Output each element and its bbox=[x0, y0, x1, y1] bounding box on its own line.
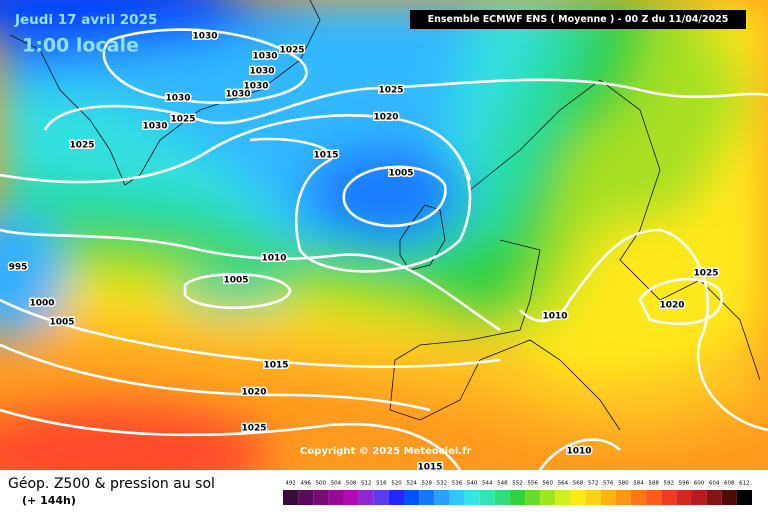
isobars bbox=[0, 28, 768, 470]
legend-label: 580 bbox=[618, 481, 629, 487]
legend-swatch bbox=[615, 490, 631, 505]
legend-label: 532 bbox=[437, 481, 448, 487]
legend-swatch bbox=[525, 490, 541, 505]
legend-swatch bbox=[570, 490, 586, 505]
legend-swatch bbox=[298, 490, 314, 505]
legend-swatch bbox=[676, 490, 692, 505]
legend-label: 612 bbox=[739, 481, 750, 487]
footer-subtitle: (+ 144h) bbox=[22, 494, 76, 507]
legend-label: 592 bbox=[664, 481, 675, 487]
legend-swatch bbox=[585, 490, 601, 505]
isobar-label: 1020 bbox=[241, 388, 266, 398]
legend-swatch bbox=[283, 490, 299, 505]
legend-swatch bbox=[509, 490, 526, 505]
isobar-label: 1000 bbox=[29, 299, 54, 309]
isobar-label: 1015 bbox=[313, 151, 338, 161]
isobar-label: 1025 bbox=[170, 115, 195, 125]
isobar-label: 1025 bbox=[378, 86, 403, 96]
legend-label: 560 bbox=[543, 481, 554, 487]
legend-swatch bbox=[449, 490, 465, 505]
isobar-label: 1010 bbox=[261, 254, 286, 264]
legend-label: 600 bbox=[694, 481, 705, 487]
isobar-label: 1015 bbox=[263, 361, 288, 371]
isobar-label: 1025 bbox=[279, 46, 304, 56]
legend-swatch bbox=[540, 490, 556, 505]
color-legend: 492 496 500 504 508 512 516 520 524 528 532 536 540 5… bbox=[283, 481, 752, 505]
legend-label: 524 bbox=[406, 481, 417, 487]
legend-swatch bbox=[434, 490, 450, 505]
isobar-label: 1030 bbox=[252, 52, 277, 62]
isobar-label: 1020 bbox=[659, 301, 684, 311]
isobar-label: 1030 bbox=[192, 32, 217, 42]
legend-label: 576 bbox=[603, 481, 614, 487]
legend-label: 504 bbox=[331, 481, 342, 487]
legend-swatch bbox=[343, 490, 359, 505]
legend-swatch bbox=[630, 490, 647, 505]
copyright: Copyright © 2025 Meteociel.fr bbox=[300, 446, 471, 457]
isobar-label: 1030 bbox=[165, 94, 190, 104]
legend-label: 604 bbox=[709, 481, 720, 487]
legend-label: 508 bbox=[346, 481, 357, 487]
legend-swatch bbox=[706, 490, 722, 505]
isobar-label: 1030 bbox=[142, 122, 167, 132]
isobar-label: 1010 bbox=[566, 447, 591, 457]
isobar-label: 995 bbox=[9, 263, 28, 273]
legend-label: 588 bbox=[648, 481, 659, 487]
legend-label: 528 bbox=[421, 481, 432, 487]
legend-label: 548 bbox=[497, 481, 508, 487]
isobar-label: 1005 bbox=[49, 318, 74, 328]
model-box bbox=[410, 10, 746, 29]
legend-swatch bbox=[328, 490, 344, 505]
isobar-label: 1005 bbox=[223, 276, 248, 286]
isobar-label: 1025 bbox=[241, 424, 266, 434]
isobar-label: 1010 bbox=[542, 312, 567, 322]
legend-swatch bbox=[419, 490, 435, 505]
legend-label: 596 bbox=[679, 481, 690, 487]
legend-label: 552 bbox=[512, 481, 523, 487]
legend-swatch bbox=[464, 490, 480, 505]
isobar-label: 1030 bbox=[225, 90, 250, 100]
forecast-time: 1:00 locale bbox=[22, 35, 139, 57]
field bbox=[0, 0, 768, 470]
isobar-label: 1030 bbox=[243, 82, 268, 92]
legend-label: 492 bbox=[285, 481, 296, 487]
footer-title: Géop. Z500 & pression au sol bbox=[8, 476, 215, 492]
legend-swatch bbox=[736, 490, 752, 505]
legend-swatch bbox=[313, 490, 329, 505]
legend-swatch bbox=[555, 490, 571, 505]
legend-swatch bbox=[646, 490, 662, 505]
isobar-label: 1020 bbox=[373, 113, 398, 123]
legend-label: 540 bbox=[467, 481, 478, 487]
legend-swatch bbox=[373, 490, 389, 505]
legend-swatch bbox=[721, 490, 737, 505]
isobar-label: 1025 bbox=[69, 141, 94, 151]
legend-swatch bbox=[479, 490, 495, 505]
isobar-label: 1025 bbox=[693, 269, 718, 279]
legend-label: 572 bbox=[588, 481, 599, 487]
legend-swatch bbox=[661, 490, 677, 505]
legend-label: 520 bbox=[391, 481, 402, 487]
legend-swatch bbox=[600, 490, 616, 505]
legend-label: 496 bbox=[300, 481, 311, 487]
isobar-label: 1005 bbox=[388, 169, 413, 179]
legend-swatch bbox=[358, 490, 374, 505]
legend-swatch bbox=[388, 490, 405, 505]
legend-label: 584 bbox=[633, 481, 644, 487]
isobar-label: 1030 bbox=[249, 67, 274, 77]
forecast-date: Jeudi 17 avril 2025 bbox=[14, 12, 157, 28]
legend-label: 512 bbox=[361, 481, 372, 487]
legend-label: 556 bbox=[527, 481, 538, 487]
legend-label: 568 bbox=[573, 481, 584, 487]
legend-label: 544 bbox=[482, 481, 493, 487]
legend-label: 608 bbox=[724, 481, 735, 487]
legend-swatch bbox=[404, 490, 420, 505]
legend-label: 516 bbox=[376, 481, 387, 487]
legend-swatch bbox=[494, 490, 510, 505]
legend-label: 564 bbox=[558, 481, 569, 487]
model-info: Ensemble ECMWF ENS ( Moyenne ) - 00 Z du… bbox=[428, 14, 729, 25]
legend-label: 500 bbox=[316, 481, 327, 487]
legend-swatch bbox=[691, 490, 707, 505]
legend-label: 536 bbox=[452, 481, 463, 487]
